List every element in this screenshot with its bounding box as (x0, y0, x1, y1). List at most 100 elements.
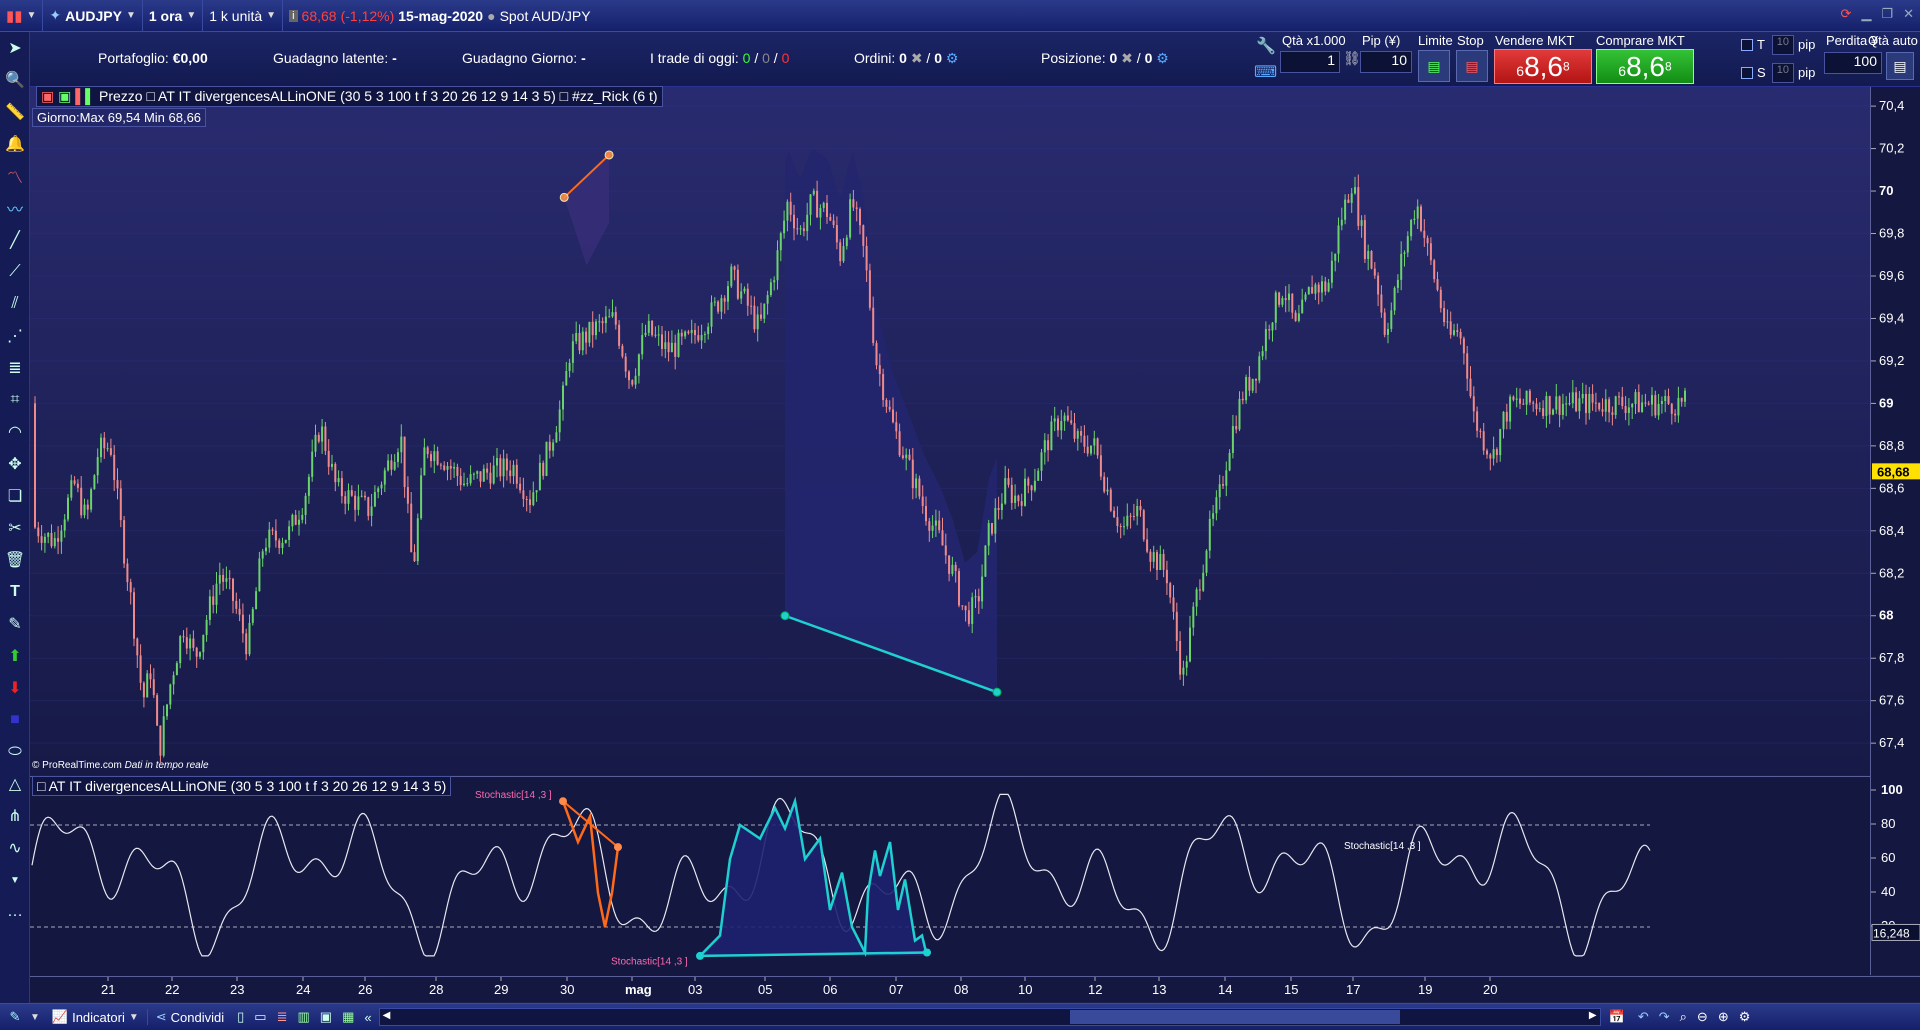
cancel-orders-icon[interactable]: ✖ (910, 50, 923, 66)
pen-icon[interactable]: ✎ (9, 1009, 21, 1024)
chart-toggle-icon[interactable]: ▣ (58, 88, 72, 104)
price-chart[interactable]: ▣ ▣ ▌▌ Prezzo □ AT IT divergencesALLinON… (30, 86, 1870, 775)
scrollbar-thumb[interactable] (1069, 1010, 1400, 1024)
info-icon[interactable]: i (289, 9, 298, 22)
indicators-label: Indicatori (72, 1009, 125, 1025)
minimize-icon[interactable]: ▁ (1861, 6, 1872, 21)
ray-tool-icon[interactable]: ⟋ (9, 263, 21, 280)
zoom-icon[interactable]: 🔍 (5, 72, 25, 89)
bell-icon[interactable]: 🔔 (5, 136, 25, 153)
wrench-icon[interactable]: 🔧 (1256, 38, 1276, 55)
restore-icon[interactable]: ❐ (1881, 6, 1894, 21)
move-icon[interactable]: ✥ (8, 456, 22, 473)
chart-window-icon[interactable]: ▣ (319, 1009, 333, 1024)
ellipsis-icon[interactable]: … (7, 903, 23, 920)
link-icon[interactable]: ⛓ (1343, 50, 1361, 66)
buy-market-button[interactable]: 68,68 (1596, 49, 1694, 84)
scroll-left-icon[interactable]: ◀ (382, 1010, 391, 1021)
arrow-down-icon[interactable]: ⬇ (8, 680, 22, 697)
candle-body (756, 314, 759, 330)
gann-tool-icon[interactable]: ⌗ (10, 391, 20, 408)
wave-tool-icon[interactable]: 〰 (6, 202, 23, 219)
indicator-legend-label[interactable]: AT IT divergencesALLinONE (30 5 3 100 t … (48, 778, 447, 794)
channel-tool-icon[interactable]: ⫽ (11, 295, 19, 312)
zoom-fit-icon[interactable]: ⌕ (1679, 1009, 1687, 1024)
close-icon[interactable]: ✕ (1903, 6, 1914, 21)
share-button[interactable]: ⋖ Condividi (148, 1009, 232, 1025)
refresh-icon[interactable]: ⟳ (1840, 6, 1852, 21)
undo-icon[interactable]: ↶ (1637, 1009, 1649, 1024)
arrow-up-icon[interactable]: ⬆ (8, 648, 22, 665)
chevron-down-icon[interactable]: ▼ (30, 1011, 40, 1023)
symbol-selector[interactable]: ✦ AUDJPY ▼ (43, 0, 143, 32)
cursor-icon[interactable]: ➤ (8, 40, 22, 57)
text-tool-icon[interactable]: T (10, 583, 20, 600)
horizontal-scrollbar[interactable]: ◀ ▶ (378, 1008, 1601, 1026)
sell-market-button[interactable]: 68,68 (1494, 49, 1592, 84)
triangle-tool-icon[interactable]: △ (8, 776, 22, 793)
date-tick-label: 13 (1152, 982, 1166, 997)
price-axis[interactable]: 70,4 70,2 70 69,8 69,6 69,4 69,2 69 68,8 68,6 68,4… (1870, 87, 1920, 975)
screen-icon[interactable]: ▭ (254, 1009, 267, 1024)
more-tools-icon[interactable]: ▼ (10, 874, 20, 886)
redo-icon[interactable]: ↷ (1658, 1009, 1670, 1024)
candles-icon[interactable]: ▥ (297, 1009, 310, 1024)
timeframe-selector[interactable]: 1 ora ▼ (143, 0, 204, 32)
copy-icon[interactable]: ❏ (7, 488, 23, 505)
indicator-panel[interactable]: Stochastic[14 ,3 ] Stochastic[14 ,3 ] Stoc… (30, 776, 1870, 976)
layout-icon[interactable]: ▯ (237, 1009, 245, 1024)
zoom-in-icon[interactable]: ⊕ (1717, 1009, 1729, 1024)
close-position-icon[interactable]: ✖ (1121, 50, 1133, 66)
arc-tool-icon[interactable]: ◠ (8, 424, 22, 441)
trash-icon[interactable]: 🗑 (4, 552, 26, 569)
legend-divergence[interactable]: AT IT divergencesALLinONE (30 5 3 100 t … (158, 88, 556, 104)
price-tick-label: 69,8 (1879, 226, 1904, 241)
cycle-tool-icon[interactable]: ∿ (8, 840, 22, 857)
limit-order-button[interactable]: ▤ (1418, 50, 1450, 82)
stop-order-button[interactable]: ▤ (1456, 50, 1488, 82)
scroll-right-icon[interactable]: ▶ (1588, 1010, 1597, 1021)
loss-input[interactable]: 100 (1824, 52, 1882, 74)
candle-body (443, 465, 446, 470)
date-axis[interactable]: 21 22 23 24 26 28 29 30 mag 03 05 06 07 08 10 12 13 14 15 1… (30, 976, 1920, 1002)
day-range: Giorno:Max 69,54 Min 68,66 (32, 108, 207, 127)
tools-icon[interactable]: ✂ (8, 520, 22, 537)
drawing-toolbar: ➤ 🔍 📏 🔔 〽 〰 ╱ ⟋ ⫽ ⋰ ≣ ⌗ ◠ ✥ ❏ ✂ 🗑 T ✎ ⬆ … (0, 32, 30, 1007)
pitchfork-tool-icon[interactable]: ⋔ (8, 808, 22, 825)
fan-tool-icon[interactable]: ⋰ (7, 328, 23, 345)
fibonacci-tool-icon[interactable]: ≣ (8, 360, 22, 377)
gear-icon[interactable]: ⚙ (945, 50, 959, 66)
platform-menu[interactable]: ▮▮ ▼ (0, 0, 44, 32)
s-checkbox[interactable] (1741, 67, 1753, 79)
calendar-icon[interactable]: 📅 (1608, 1009, 1625, 1024)
candle-body (238, 608, 241, 615)
double-chevron-left-icon[interactable]: « (364, 1009, 372, 1025)
indicators-button[interactable]: 📈 Indicatori ▼ (48, 1009, 148, 1025)
s-pip-input[interactable]: 10 (1772, 63, 1794, 83)
legend-zigzag[interactable]: #zz_Rick (6 t) (572, 88, 658, 104)
settings-icon[interactable]: ⚙ (1738, 1009, 1751, 1024)
t-pip-input[interactable]: 10 (1772, 35, 1794, 55)
ruler-icon[interactable]: 📏 (5, 104, 25, 121)
qty-input[interactable]: 1 (1280, 51, 1340, 73)
t-checkbox[interactable] (1741, 39, 1753, 51)
ellipse-tool-icon[interactable]: ⬭ (8, 743, 22, 760)
auto-qty-button[interactable]: ▤ (1886, 52, 1914, 80)
pip-input[interactable]: 10 (1360, 51, 1412, 73)
candle-body (674, 342, 677, 357)
trend-tool-icon[interactable]: 〽 (6, 170, 23, 187)
line-tool-icon[interactable]: ╱ (10, 232, 20, 249)
gear-icon[interactable]: ⚙ (1156, 50, 1169, 66)
pen-tool-icon[interactable]: ✎ (8, 616, 22, 633)
legend-price[interactable]: Prezzo (98, 88, 143, 104)
chart-settings-icon[interactable]: ▣ (41, 88, 55, 104)
keyboard-icon[interactable]: ⌨ (1254, 64, 1278, 81)
candle-body (1123, 526, 1125, 528)
list-icon[interactable]: ≣ (276, 1009, 288, 1024)
units-selector[interactable]: 1 k unità ▼ (203, 0, 284, 32)
timeframe-label: 1 ora (148, 7, 183, 24)
candle-body (819, 208, 822, 218)
zoom-out-icon[interactable]: ⊖ (1696, 1009, 1708, 1024)
rectangle-tool-icon[interactable]: ■ (10, 711, 20, 728)
signal-icon[interactable]: ▦ (342, 1009, 355, 1024)
